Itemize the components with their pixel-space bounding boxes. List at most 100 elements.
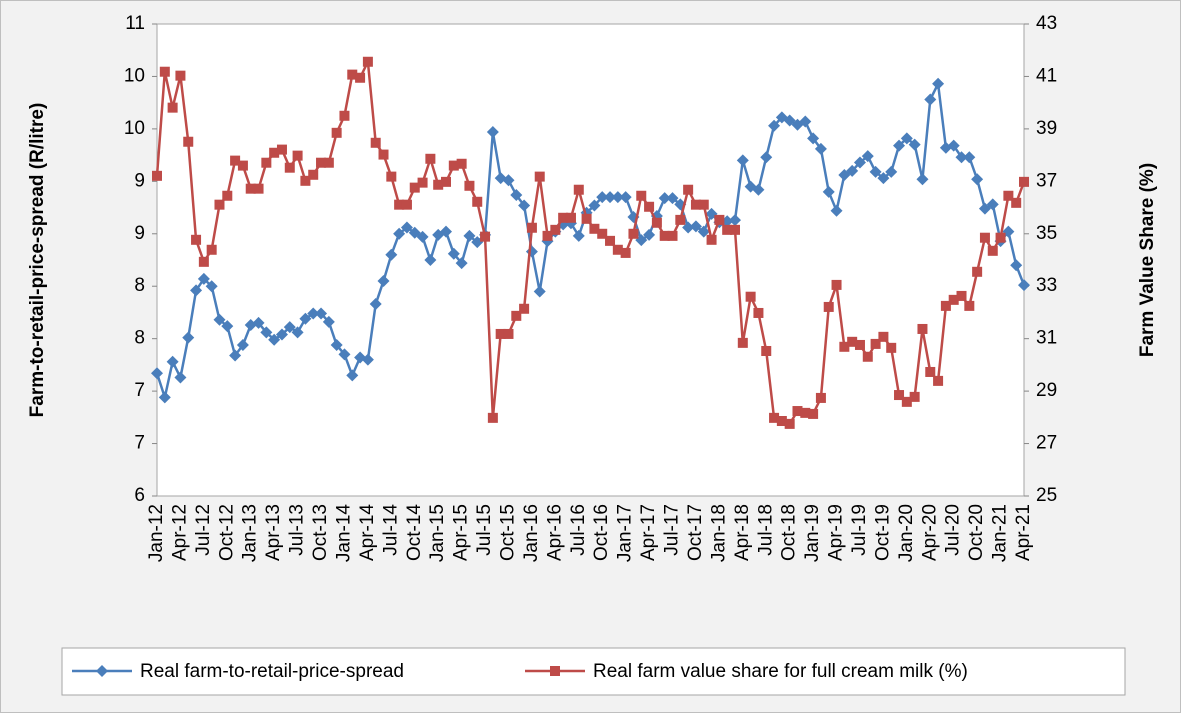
data-point — [236, 338, 249, 351]
x-tick-label: Oct-16 — [591, 504, 612, 561]
data-point — [737, 337, 748, 348]
data-point — [862, 351, 873, 362]
data-point — [933, 375, 944, 386]
data-point — [362, 56, 373, 67]
data-point — [769, 412, 780, 423]
data-point — [853, 156, 866, 169]
data-point — [736, 154, 749, 167]
y-axis-title: Farm-to-retail-price-spread (R/litre) — [27, 103, 48, 418]
data-point — [971, 173, 984, 186]
x-tick-label: Jan-20 — [896, 504, 917, 562]
x-tick-label: Apr-20 — [919, 504, 940, 561]
data-point — [947, 139, 960, 152]
data-point — [416, 230, 429, 243]
data-point — [206, 244, 217, 255]
data-point — [550, 224, 561, 235]
x-tick-label: Jan-12 — [146, 504, 167, 562]
data-point — [689, 220, 702, 233]
data-point — [323, 157, 334, 168]
data-point — [424, 254, 437, 266]
data-point — [331, 127, 342, 138]
data-point — [620, 247, 631, 258]
data-point — [346, 369, 359, 382]
x-tick-label: Jul-19 — [849, 504, 870, 556]
data-point — [979, 232, 990, 243]
data-point — [658, 192, 671, 205]
data-point — [409, 182, 420, 193]
data-point — [581, 213, 592, 224]
data-point — [253, 183, 264, 194]
data-point — [597, 228, 608, 239]
data-point — [448, 160, 459, 171]
data-point — [800, 407, 811, 418]
y-tick-label: 8 — [134, 328, 145, 349]
data-point — [830, 204, 843, 217]
data-point — [760, 151, 773, 164]
x-tick-label: Oct-14 — [404, 504, 425, 561]
data-point — [166, 355, 179, 368]
y-tick-label: 10 — [124, 65, 145, 86]
x-tick-label: Oct-12 — [216, 504, 237, 561]
x-tick-label: Apr-19 — [826, 504, 847, 561]
data-point — [167, 102, 178, 113]
x-tick-label: Jul-13 — [287, 504, 308, 556]
data-point — [533, 285, 546, 298]
data-point — [377, 274, 390, 287]
data-point — [534, 171, 545, 182]
y2-tick-label: 29 — [1036, 380, 1057, 401]
data-point — [245, 183, 256, 194]
data-point — [659, 230, 670, 241]
data-point — [158, 391, 171, 404]
data-point — [197, 272, 210, 285]
legend-marker — [96, 665, 108, 677]
data-point — [152, 170, 162, 181]
data-point — [925, 366, 936, 377]
data-point — [752, 183, 765, 196]
data-point — [1003, 190, 1014, 201]
y-tick-label: 8 — [134, 275, 145, 296]
data-point — [291, 326, 304, 339]
data-point — [854, 339, 865, 350]
data-point — [831, 279, 842, 290]
data-point — [612, 244, 623, 255]
data-point — [572, 229, 585, 242]
data-point — [604, 191, 617, 204]
x-tick-label: Apr-16 — [544, 504, 565, 561]
x-tick-label: Jan-21 — [990, 504, 1011, 562]
data-point — [596, 191, 609, 204]
x-tick-label: Oct-13 — [310, 504, 331, 561]
data-point — [425, 153, 436, 164]
data-point — [886, 342, 897, 353]
data-point — [322, 315, 335, 328]
data-point — [814, 142, 827, 155]
data-point — [761, 345, 772, 356]
data-point — [221, 320, 234, 333]
data-point — [190, 284, 203, 297]
data-point — [869, 165, 882, 178]
data-point — [518, 199, 531, 212]
data-point — [643, 228, 656, 241]
data-point — [932, 77, 945, 90]
data-point — [1019, 176, 1029, 187]
x-tick-label: Apr-15 — [451, 504, 472, 561]
data-point — [370, 137, 381, 148]
x-tick-label: Jan-15 — [427, 504, 448, 562]
data-point — [1011, 197, 1022, 208]
data-point — [269, 147, 280, 158]
data-point — [847, 336, 858, 347]
data-point — [987, 245, 998, 256]
data-point — [909, 391, 920, 402]
data-point — [861, 150, 874, 163]
data-point — [690, 199, 701, 210]
x-tick-label: Oct-15 — [498, 504, 519, 561]
data-point — [807, 132, 820, 145]
data-point — [799, 115, 812, 128]
data-point — [447, 247, 460, 260]
data-point — [261, 157, 272, 168]
data-point — [495, 328, 506, 339]
data-point — [385, 248, 398, 261]
x-tick-label: Apr-14 — [357, 504, 378, 561]
data-point — [955, 151, 968, 164]
data-point — [283, 321, 296, 334]
y2-tick-label: 25 — [1036, 485, 1057, 506]
